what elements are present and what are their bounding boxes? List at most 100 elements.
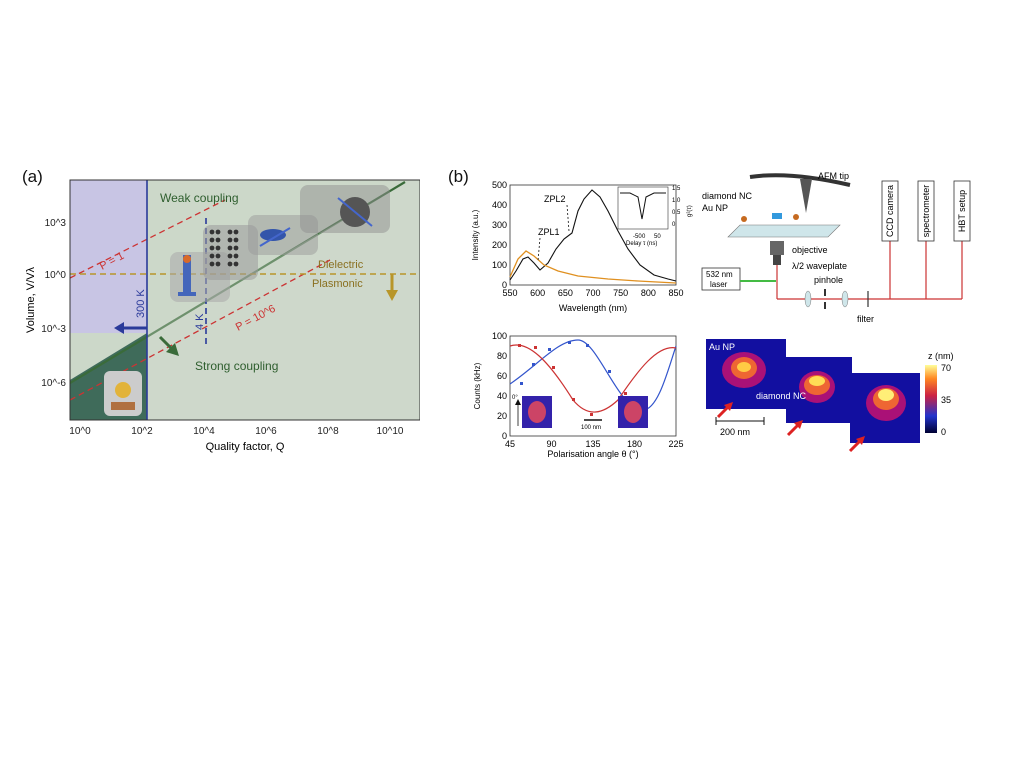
polar-xtick: 180 xyxy=(627,439,642,449)
inset-ylabel: g²(τ) xyxy=(687,205,693,217)
spectrum-xlabel: Wavelength (nm) xyxy=(559,303,627,313)
panel-a-label: (a) xyxy=(22,167,43,186)
polar-ytick: 60 xyxy=(497,371,507,381)
sample-slide xyxy=(727,224,841,238)
polar-curve-red xyxy=(509,344,677,413)
laser-label-line2: laser xyxy=(710,280,728,289)
zpl2-label: ZPL2 xyxy=(544,194,566,204)
spectrum-ytick: 200 xyxy=(492,240,507,250)
inset-rtick-2: 0.5 xyxy=(672,210,681,216)
polar-xtick: 45 xyxy=(505,439,515,449)
polar-xtick: 225 xyxy=(668,439,683,449)
panel-a-xtick: 10^8 xyxy=(317,426,339,437)
spectrum-ytick: 400 xyxy=(492,200,507,210)
setup-schematic: AFM tip diamond NC Au NP objective λ/2 w… xyxy=(701,171,971,324)
objective-icon xyxy=(770,241,784,255)
spectrum-xtick: 700 xyxy=(585,288,600,298)
afm-images: Au NP diamond NC 200 nm z (nm) 70 35 0 xyxy=(706,339,954,453)
polar-ylabel: Counts (kHz) xyxy=(473,362,482,409)
colorbar-tick-1: 35 xyxy=(941,395,951,405)
plasmonic-label: Plasmonic xyxy=(312,278,363,290)
afm-label: AFM tip xyxy=(818,171,849,181)
strong-coupling-label: Strong coupling xyxy=(195,359,278,373)
spectrum-curve-black xyxy=(509,189,677,282)
colorbar-title: z (nm) xyxy=(928,351,954,361)
laser-label-line1: 532 nm xyxy=(706,270,733,279)
inset-xtick-1: 0 xyxy=(642,234,646,240)
spectrum-ytick: 0 xyxy=(502,280,507,290)
room-temperature-region xyxy=(70,180,147,333)
polar-ytick: 20 xyxy=(497,411,507,421)
filter-label: filter xyxy=(857,314,874,324)
afm-scale-label: 200 nm xyxy=(720,427,750,437)
polar-ytick: 80 xyxy=(497,351,507,361)
spectrometer-box xyxy=(917,180,935,242)
spectrometer-label: spectrometer xyxy=(921,185,931,238)
polar-xtick: 135 xyxy=(585,439,600,449)
waveplate-label: λ/2 waveplate xyxy=(792,261,847,271)
colorbar xyxy=(925,365,937,433)
spectrum-xtick: 800 xyxy=(641,288,656,298)
afm-cantilever xyxy=(749,173,851,187)
inset-xtick-2: 50 xyxy=(654,234,661,240)
inset-xtick-0: -50 xyxy=(633,234,642,240)
laser-box xyxy=(701,267,741,291)
spectrum-ytick: 300 xyxy=(492,220,507,230)
spectrum-xtick: 650 xyxy=(558,288,573,298)
panel-a-ytick: 10^0 xyxy=(45,270,67,281)
panel-b-label: (b) xyxy=(448,167,469,186)
spectrum-curve-orange xyxy=(509,250,677,284)
hbt-label: HBT setup xyxy=(957,190,967,232)
polarisation-chart: 0° 100 nm 45 90 135 180 225 0 20 40 60 80 100 Pol… xyxy=(473,331,684,459)
panel-a-xlabel: Quality factor, Q xyxy=(206,441,285,453)
inset-rtick-1: 1.0 xyxy=(672,198,681,204)
panel-a-xtick: 10^10 xyxy=(377,426,404,437)
purcell-line-1 xyxy=(70,199,226,279)
inset-rtick-3: 0 xyxy=(672,222,676,228)
ccd-label: CCD camera xyxy=(885,185,895,237)
panel-a-ylabel: Volume, V/Vλ xyxy=(25,266,37,333)
inset-rtick-0: 1.5 xyxy=(672,186,681,192)
spectrum-xtick: 600 xyxy=(530,288,545,298)
polar-xlabel: Polarisation angle θ (°) xyxy=(547,449,638,459)
hbt-box xyxy=(953,180,971,242)
spectrum-xtick: 550 xyxy=(502,288,517,298)
afm-tip-icon xyxy=(800,179,812,213)
spectrum-ytick: 100 xyxy=(492,260,507,270)
ccd-box xyxy=(881,180,899,242)
inset-xlabel: Delay τ (ns) xyxy=(626,241,657,247)
panel-a-xtick: 10^4 xyxy=(193,426,215,437)
spectrum-ytick: 500 xyxy=(492,180,507,190)
spectrum-xtick: 850 xyxy=(668,288,683,298)
afm-np-label: Au NP xyxy=(709,342,735,352)
colorbar-tick-0: 70 xyxy=(941,363,951,373)
polar-inset-angle: 0° xyxy=(512,395,518,401)
polar-curve-blue xyxy=(509,339,677,411)
diamond-nc-label: diamond NC xyxy=(702,191,753,201)
polar-scale-label: 100 nm xyxy=(581,425,601,431)
afm-nc-label: diamond NC xyxy=(756,391,807,401)
panel-a-ytick: 10^-6 xyxy=(41,378,66,389)
polar-ytick: 0 xyxy=(502,431,507,441)
spectrum-chart: -50 0 50 Delay τ (ns) 1.5 1.0 0.5 0 g²(τ… xyxy=(471,180,693,313)
polar-ytick: 100 xyxy=(492,331,507,341)
polar-xtick: 90 xyxy=(546,439,556,449)
dielectric-label: Dielectric xyxy=(318,259,364,271)
panel-a-xtick: 10^6 xyxy=(255,426,277,437)
panel-a-ytick: 10^-3 xyxy=(41,324,66,335)
panel-a-xtick: 10^2 xyxy=(131,426,153,437)
colorbar-tick-2: 0 xyxy=(941,427,946,437)
spectrum-xtick: 750 xyxy=(613,288,628,298)
label-300k: 300 K xyxy=(135,289,147,318)
weak-coupling-label: Weak coupling xyxy=(160,191,239,205)
zpl1-label: ZPL1 xyxy=(538,227,560,237)
panel-a-chart: Weak coupling Strong coupling Dielectric… xyxy=(25,179,420,453)
au-np-label: Au NP xyxy=(702,203,728,213)
panel-a-xtick: 10^0 xyxy=(69,426,91,437)
polar-ytick: 40 xyxy=(497,391,507,401)
objective-label: objective xyxy=(792,245,828,255)
pinhole-label: pinhole xyxy=(814,275,843,285)
spectrum-ylabel: Intensity (a.u.) xyxy=(471,209,480,260)
label-4k: 4 K xyxy=(194,313,206,330)
panel-a-ytick: 10^3 xyxy=(45,218,67,229)
